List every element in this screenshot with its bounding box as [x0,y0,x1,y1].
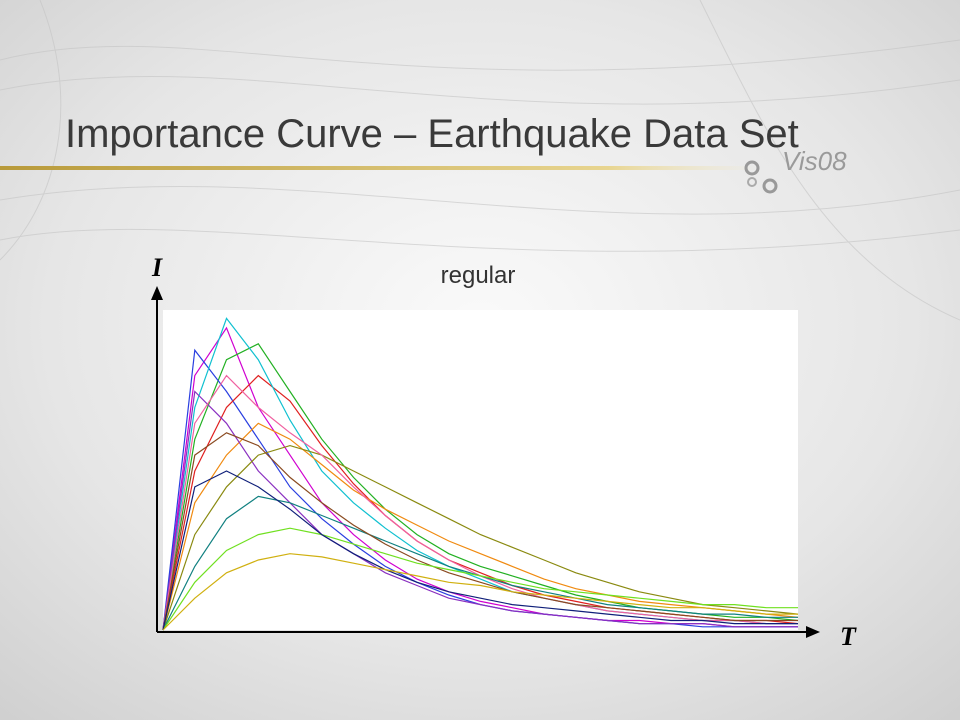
y-axis-arrow [151,286,163,300]
curve [162,432,798,631]
x-axis-label: T [840,622,857,651]
curves [162,317,799,631]
y-axis-label: I [151,253,163,282]
curve [162,422,799,631]
curve [162,527,798,631]
title-rule [0,166,760,170]
background-texture [0,0,960,321]
curve [162,470,798,631]
curve [162,553,798,631]
chart-subtitle: regular [441,262,516,289]
logo-text: Vis08 [782,146,847,176]
x-axis-arrow [806,626,820,638]
logo: Vis08 [744,146,847,194]
curve [162,390,798,631]
plot-area [163,310,798,630]
slide-title: Importance Curve – Earthquake Data Set [65,112,799,156]
curve [162,444,799,631]
